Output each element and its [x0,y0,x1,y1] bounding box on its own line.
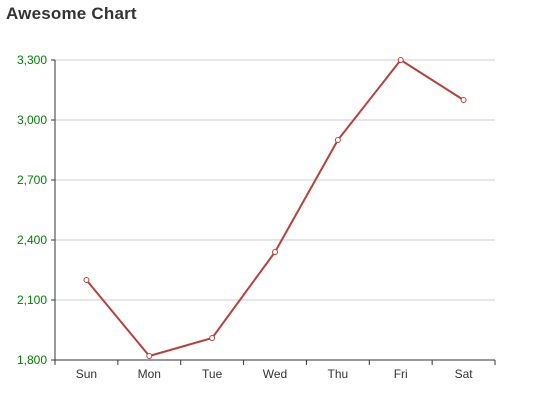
y-axis: 1,800 2,100 2,400 2,700 3,000 3,300 [17,53,56,367]
y-tick-label: 2,100 [17,293,47,307]
x-tick-label: Wed [263,367,287,381]
x-tick-label: Mon [138,367,161,381]
data-point [272,249,278,255]
series-line [85,59,465,357]
x-tick-label: Thu [328,367,349,381]
x-tick-label: Fri [394,367,408,381]
chart-title: Awesome Chart [6,4,137,23]
y-tick-label: 3,300 [17,53,47,67]
y-tick-label: 3,000 [17,113,47,127]
x-tick-label: Sun [76,367,97,381]
data-point [397,57,404,63]
data-point [146,353,153,359]
y-gridlines [55,59,495,301]
data-point [209,335,216,341]
x-tick-label: Tue [202,367,223,381]
x-axis: Sun Mon Tue Wed Thu Fri Sat [54,359,496,381]
x-tick-label: Sat [455,367,474,381]
y-tick-label: 2,400 [17,233,47,247]
series-group [83,57,467,359]
y-tick-label: 1,800 [17,353,47,367]
data-point [460,97,467,103]
data-point [334,137,341,143]
y-tick-label: 2,700 [17,173,47,187]
data-point [83,277,90,283]
